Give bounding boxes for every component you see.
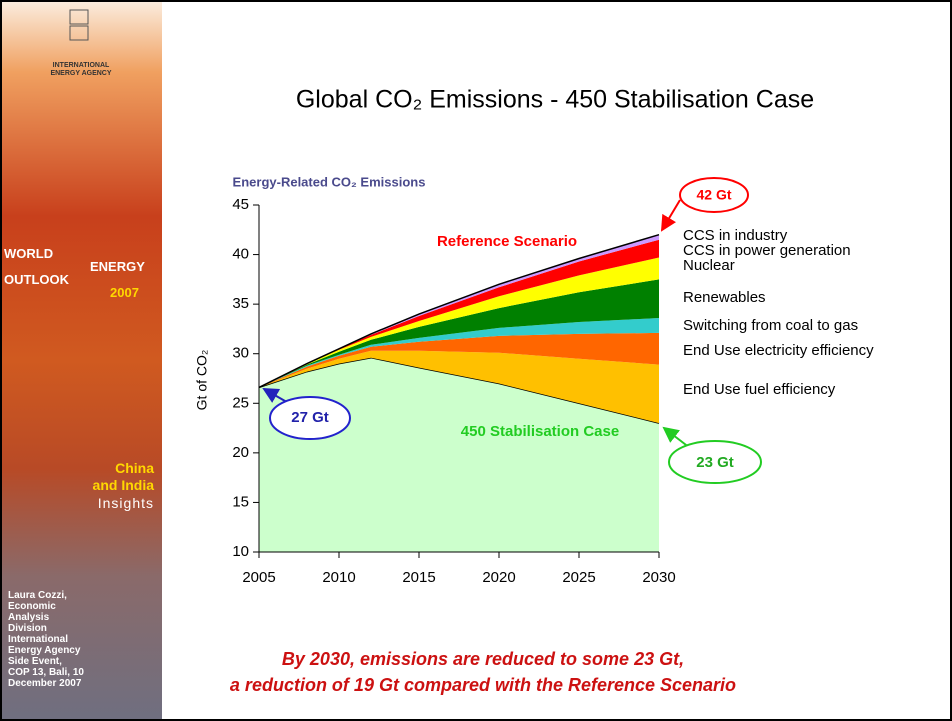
insights: China: [115, 460, 154, 476]
author-line: COP 13, Bali, 10: [8, 667, 84, 678]
author-line: International: [8, 634, 69, 645]
author-line: Side Event,: [8, 656, 62, 667]
caption: a reduction of 19 Gt compared with the R…: [230, 675, 736, 695]
weo: 2007: [110, 285, 139, 300]
legend-label: End Use fuel efficiency: [683, 381, 836, 398]
y-tick-label: 45: [232, 196, 249, 213]
y-tick-label: 35: [232, 295, 249, 312]
boundary-line: [258, 233, 660, 389]
annotation: Reference Scenario: [437, 233, 577, 250]
author-line: December 2007: [8, 678, 82, 689]
weo: OUTLOOK: [4, 272, 69, 287]
x-tick-label: 2025: [562, 569, 595, 586]
y-tick-label: 15: [232, 493, 249, 510]
insights: and India: [92, 477, 154, 493]
area: [259, 239, 659, 388]
callout: [679, 177, 749, 213]
x-tick-label: 2010: [322, 569, 355, 586]
insights: Insights: [97, 495, 154, 511]
area: [259, 257, 659, 388]
y-tick-label: 40: [232, 246, 249, 263]
weo: WORLD: [4, 246, 54, 261]
x-tick-label: 2015: [402, 569, 435, 586]
y-tick-label: 20: [232, 444, 249, 461]
area: [259, 350, 659, 424]
x-tick-label: 2020: [482, 569, 515, 586]
y-tick-label: 10: [232, 543, 249, 560]
arrow: [662, 426, 691, 449]
sidebar: INTERNATIONAL ENERGY AGENCY WORLD ENERGY…: [0, 0, 162, 721]
author-line: Energy Agency: [8, 645, 81, 656]
series-label: 450 Stabilisation Case: [461, 423, 619, 440]
x-tick-label: 2030: [642, 569, 675, 586]
author-line: Economic: [8, 601, 56, 612]
legend-label: CCS in power generation: [683, 242, 851, 259]
legend-label: End Use electricity efficiency: [683, 342, 874, 359]
caption: By 2030, emissions are reduced to some 2…: [282, 649, 684, 669]
y-axis-label: Gt of CO₂: [194, 350, 210, 411]
area: [259, 279, 659, 388]
area: [259, 234, 659, 388]
slide-title: Global CO₂ Emissions - 450 Stabilisation…: [296, 86, 814, 114]
logo: [69, 9, 89, 41]
legend-label: CCS in industry: [683, 227, 788, 244]
callout: [269, 396, 351, 440]
agency: INTERNATIONAL ENERGY AGENCY: [50, 62, 112, 77]
area: [259, 357, 659, 552]
author-line: Analysis: [8, 612, 50, 623]
author-line: Laura Cozzi,: [8, 590, 67, 601]
legend-label: Renewables: [683, 289, 766, 306]
legend-label: Switching from coal to gas: [683, 317, 858, 334]
arrow: [660, 199, 681, 232]
y-tick-label: 25: [232, 394, 249, 411]
annotation: 23 Gt: [696, 454, 734, 471]
legend-label: Nuclear: [683, 257, 735, 274]
area: [259, 318, 659, 388]
callout: [668, 440, 762, 484]
weo: ENERGY: [90, 259, 145, 274]
area: [259, 332, 659, 388]
chart-title: Energy-Related CO₂ Emissions: [233, 174, 426, 189]
y-tick-label: 30: [232, 345, 249, 362]
author-line: Division: [8, 623, 47, 634]
x-tick-label: 2005: [242, 569, 275, 586]
annotation: 42 Gt: [696, 187, 731, 203]
annotation: 27 Gt: [291, 409, 329, 426]
author: Laura Cozzi, Economic Analysis Division Inte…: [8, 590, 84, 689]
